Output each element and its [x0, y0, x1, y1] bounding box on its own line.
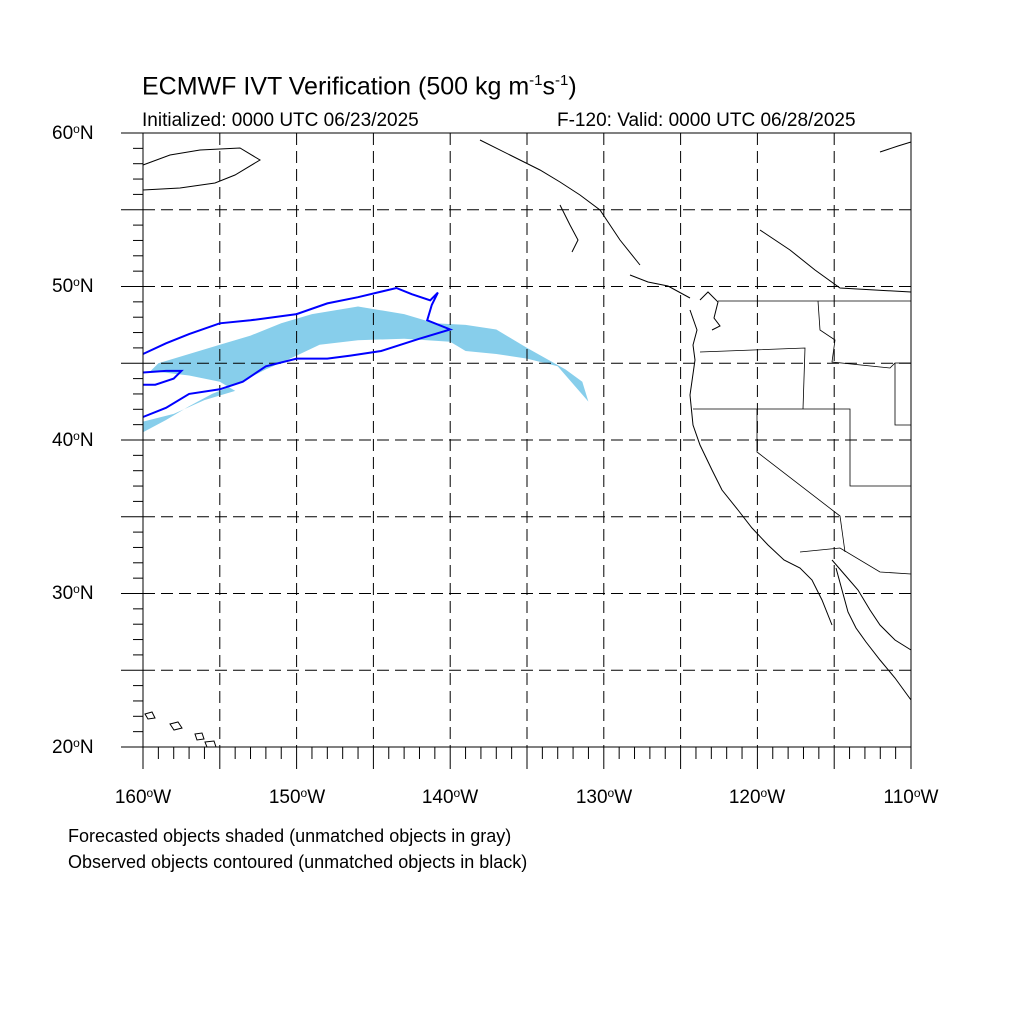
lat-label-30: 30oN — [52, 582, 94, 604]
lon-label-160w: 160oW — [114, 786, 172, 808]
coastlines-and-borders-layer — [142, 139, 912, 748]
hudson-coast — [879, 141, 912, 153]
california-nevada-border — [756, 409, 846, 553]
graticule-layer — [143, 133, 911, 747]
nevada-utah-border — [693, 408, 911, 487]
wyoming-border — [894, 363, 911, 426]
lon-label-110w: 110oW — [883, 786, 939, 808]
alaska-peninsula — [142, 147, 261, 191]
hawaii-big-island — [204, 740, 217, 748]
idaho-montana-border — [817, 300, 911, 369]
lat-label-40: 40oN — [52, 429, 94, 451]
observed-ivt-contour-2 — [142, 369, 184, 386]
lon-label-130w: 130oW — [575, 786, 633, 808]
observed-objects-layer — [142, 286, 454, 418]
valid-time-label: F-120: Valid: 0000 UTC 06/28/2025 — [557, 110, 856, 131]
map-frame — [142, 132, 912, 748]
hawaii-oahu — [169, 721, 183, 731]
lat-label-20: 20oN — [52, 736, 94, 758]
oregon-idaho-border — [699, 347, 806, 410]
lat-label-60: 60oN — [52, 122, 94, 144]
bc-coast — [479, 139, 641, 266]
forecast-ivt-object — [143, 306, 589, 433]
baja-east — [835, 567, 912, 701]
footnote-observed: Observed objects contoured (unmatched ob… — [68, 852, 528, 872]
lon-label-120w: 120oW — [728, 786, 786, 808]
gulf-california-east — [831, 559, 912, 651]
footnote-forecast: Forecasted objects shaded (unmatched obj… — [68, 826, 512, 846]
canada-interior-line — [759, 229, 912, 293]
observed-ivt-contour-1 — [142, 286, 454, 418]
forecast-objects-layer — [143, 306, 589, 433]
hawaii-kauai — [144, 711, 156, 720]
axis-ticks-layer — [121, 132, 912, 769]
vancouver-island — [629, 274, 691, 299]
puget-sound — [699, 291, 721, 331]
haida-gwaii — [559, 204, 579, 253]
lon-label-140w: 140oW — [421, 786, 479, 808]
lat-label-50: 50oN — [52, 275, 94, 297]
us-mexico-border — [799, 547, 912, 575]
us-west-coastline — [689, 309, 833, 626]
lon-label-150w: 150oW — [268, 786, 326, 808]
hawaii-maui — [194, 732, 205, 741]
initialized-time-label: Initialized: 0000 UTC 06/23/2025 — [142, 110, 419, 131]
page-title: ECMWF IVT Verification (500 kg m-1s-1) — [142, 72, 577, 101]
